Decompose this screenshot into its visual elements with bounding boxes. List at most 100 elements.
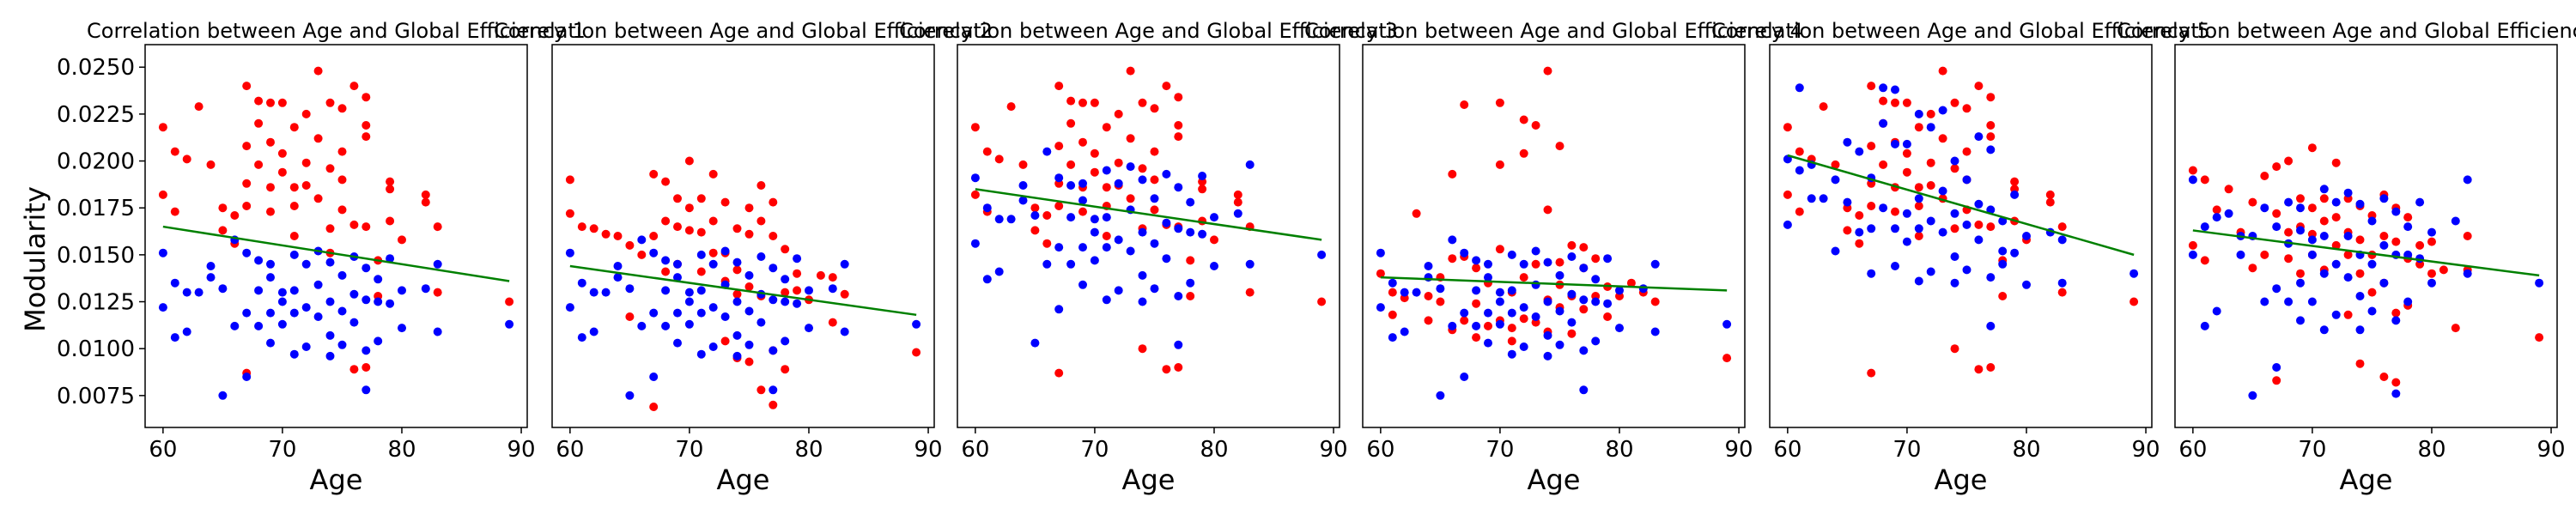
blue-data-point xyxy=(1102,213,1111,222)
blue-data-point xyxy=(158,303,167,312)
blue-data-point xyxy=(1495,297,1504,306)
red-data-point xyxy=(361,222,371,232)
blue-data-point xyxy=(1962,175,1971,185)
blue-data-point xyxy=(2391,389,2401,398)
blue-data-point xyxy=(1400,327,1409,336)
red-data-point xyxy=(2379,373,2389,381)
blue-data-point xyxy=(1638,284,1648,294)
blue-data-point xyxy=(756,252,766,261)
plot-frame xyxy=(1362,44,1746,428)
red-data-point xyxy=(1102,232,1111,240)
red-data-point xyxy=(744,357,754,367)
red-data-point xyxy=(206,160,216,169)
blue-data-point xyxy=(2463,175,2472,185)
red-data-point xyxy=(912,348,921,357)
blue-data-point xyxy=(696,308,706,318)
blue-data-point xyxy=(732,297,742,306)
blue-data-point xyxy=(970,173,980,183)
blue-data-point xyxy=(1807,194,1816,203)
blue-data-point xyxy=(673,259,682,269)
red-data-point xyxy=(2045,190,2055,199)
red-data-point xyxy=(661,267,671,276)
x-tick-label: 60 xyxy=(1366,437,1394,463)
blue-data-point xyxy=(1531,312,1540,321)
blue-data-point xyxy=(1855,147,1864,156)
blue-data-point xyxy=(1902,209,1911,218)
y-tick-label: 0.0225 xyxy=(57,102,135,128)
trend-line xyxy=(1380,276,1728,292)
blue-data-point xyxy=(337,270,347,280)
red-data-point xyxy=(828,273,837,282)
blue-data-point xyxy=(2022,232,2031,240)
red-data-point xyxy=(2391,378,2401,387)
blue-data-point xyxy=(1054,305,1064,314)
red-data-point xyxy=(970,190,980,199)
blue-data-point xyxy=(2296,203,2305,213)
blue-data-point xyxy=(170,278,179,288)
blue-data-point xyxy=(1519,303,1528,312)
red-data-point xyxy=(2343,250,2353,259)
red-data-point xyxy=(349,220,359,229)
blue-data-point xyxy=(982,275,992,284)
blue-data-point xyxy=(661,286,671,295)
red-data-point xyxy=(361,93,371,102)
blue-data-point xyxy=(1543,297,1552,306)
blue-data-point xyxy=(2212,213,2221,222)
red-data-point xyxy=(2307,203,2317,213)
blue-data-point xyxy=(1783,220,1792,229)
blue-data-point xyxy=(1460,308,1469,318)
red-data-point xyxy=(720,197,730,207)
blue-data-point xyxy=(1507,286,1516,295)
red-data-point xyxy=(1078,207,1087,216)
blue-data-point xyxy=(1867,224,1876,233)
red-data-point xyxy=(756,216,766,226)
chart-title: Correlation between Age and Global Effic… xyxy=(1711,19,2210,43)
red-data-point xyxy=(1495,160,1504,169)
red-data-point xyxy=(1078,137,1087,147)
red-data-point xyxy=(266,183,275,192)
blue-data-point xyxy=(337,306,347,316)
blue-data-point xyxy=(2057,278,2067,288)
blue-data-point xyxy=(673,338,682,348)
red-data-point xyxy=(982,147,992,156)
red-data-point xyxy=(2284,254,2293,264)
red-data-point xyxy=(1174,132,1183,142)
y-tick-label: 0.0200 xyxy=(57,149,135,175)
blue-data-point xyxy=(2331,310,2341,319)
blue-data-point xyxy=(1484,259,1492,269)
red-data-point xyxy=(337,104,347,113)
red-data-point xyxy=(1531,121,1540,130)
blue-data-point xyxy=(254,256,264,265)
red-data-point xyxy=(1567,329,1577,338)
blue-data-point xyxy=(828,284,837,294)
blue-data-point xyxy=(696,286,706,295)
blue-data-point xyxy=(1819,194,1828,203)
blue-data-point xyxy=(1436,391,1445,400)
blue-data-point xyxy=(2379,278,2389,288)
red-data-point xyxy=(769,232,778,240)
red-data-point xyxy=(696,194,706,203)
red-data-point xyxy=(1424,292,1433,300)
blue-data-point xyxy=(2343,273,2353,282)
x-tick-label: 90 xyxy=(914,437,943,463)
red-data-point xyxy=(1914,202,1923,210)
blue-data-point xyxy=(1233,209,1242,218)
red-data-point xyxy=(673,222,682,232)
blue-data-point xyxy=(361,346,371,355)
red-data-point xyxy=(1962,147,1971,156)
red-data-point xyxy=(744,203,754,213)
blue-data-point xyxy=(2379,194,2389,203)
red-data-point xyxy=(289,123,299,132)
blue-data-point xyxy=(1424,273,1433,282)
blue-data-point xyxy=(1495,288,1504,297)
red-data-point xyxy=(2188,240,2197,250)
blue-data-point xyxy=(1460,248,1469,258)
red-data-point xyxy=(1042,211,1052,220)
blue-data-point xyxy=(1174,340,1183,349)
blue-data-point xyxy=(2248,391,2257,400)
blue-data-point xyxy=(1986,145,1996,154)
blue-data-point xyxy=(1472,256,1481,265)
red-data-point xyxy=(1831,160,1840,169)
trend-line xyxy=(2192,229,2540,277)
red-data-point xyxy=(2284,227,2293,237)
